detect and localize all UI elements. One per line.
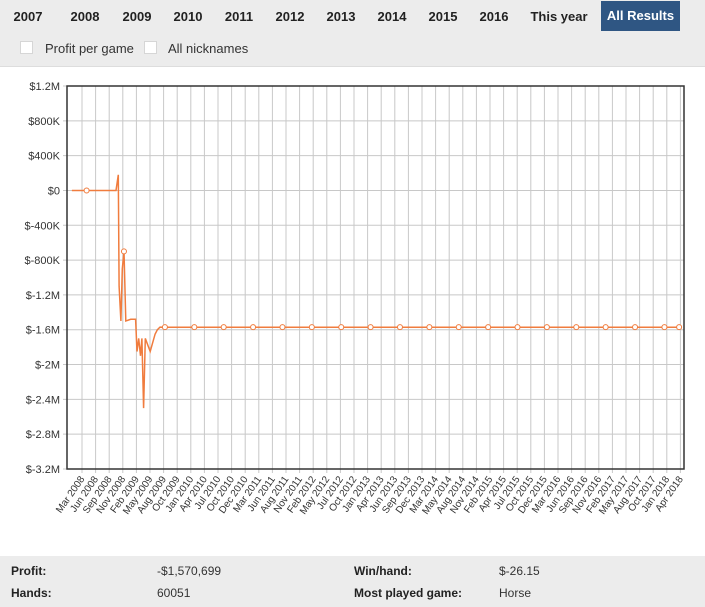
- y-tick-label: $-400K: [25, 220, 61, 232]
- y-tick-label: $800K: [28, 116, 60, 128]
- y-tick-label: $-800K: [25, 255, 61, 267]
- y-tick-label: $-2.4M: [26, 394, 60, 406]
- profit-point: [543, 324, 550, 331]
- chart-options: Profit per game All nicknames: [0, 33, 705, 66]
- profit-point: [161, 324, 168, 331]
- profit-point: [83, 187, 90, 194]
- profit-point: [602, 324, 609, 331]
- profit-point: [338, 324, 345, 331]
- y-tick-label: $-1.2M: [26, 290, 60, 302]
- profit-point: [279, 324, 286, 331]
- all-nicknames-label[interactable]: All nicknames: [168, 41, 249, 56]
- y-tick-label: $-2.8M: [26, 429, 60, 441]
- profit-point: [632, 324, 639, 331]
- profit-point: [573, 324, 580, 331]
- most-played-game-value: Horse: [499, 586, 532, 600]
- tab-2009[interactable]: 2009: [122, 9, 152, 24]
- y-tick-label: $-3.2M: [26, 464, 60, 476]
- plot-frame: [66, 85, 685, 470]
- profit-value: -$1,570,699: [157, 564, 222, 578]
- y-tick-label: $1.2M: [29, 81, 60, 93]
- profit-point: [396, 324, 403, 331]
- tab-this-year[interactable]: This year: [530, 9, 588, 24]
- y-tick-label: $400K: [28, 151, 60, 163]
- y-tick-label: $-1.6M: [26, 325, 60, 337]
- tab-2011[interactable]: 2011: [224, 9, 254, 24]
- tab-2008[interactable]: 2008: [70, 9, 100, 24]
- profit-series-line: [71, 174, 680, 409]
- profit-point: [455, 324, 462, 331]
- y-tick-label: $-2M: [35, 360, 60, 372]
- all-nicknames-checkbox[interactable]: [144, 41, 157, 54]
- tab-2013[interactable]: 2013: [326, 9, 356, 24]
- stats-panel: Profit: -$1,570,699 Win/hand: $-26.15 Ha…: [0, 556, 705, 607]
- profit-point: [661, 324, 668, 331]
- profit-point: [426, 324, 433, 331]
- profit-label: Profit:: [11, 564, 47, 578]
- tab-2010[interactable]: 2010: [173, 9, 203, 24]
- profit-point: [485, 324, 492, 331]
- tab-2012[interactable]: 2012: [275, 9, 305, 24]
- win-per-hand-value: $-26.15: [499, 564, 540, 578]
- profit-point: [308, 324, 315, 331]
- tab-2007[interactable]: 2007: [13, 9, 43, 24]
- tab-2016[interactable]: 2016: [479, 9, 509, 24]
- win-per-hand-label: Win/hand:: [354, 564, 412, 578]
- most-played-game-label: Most played game:: [354, 586, 463, 600]
- plot-area: [67, 86, 684, 469]
- profit-per-game-label[interactable]: Profit per game: [45, 41, 134, 56]
- tab-2015[interactable]: 2015: [428, 9, 458, 24]
- profit-point: [220, 324, 227, 331]
- profit-point: [120, 248, 127, 255]
- hands-label: Hands:: [11, 586, 52, 600]
- profit-point: [191, 324, 198, 331]
- profit-per-game-checkbox[interactable]: [20, 41, 33, 54]
- profit-point: [676, 324, 683, 331]
- y-tick-label: $0: [48, 185, 60, 197]
- year-tab-bar: 2007 2008 2009 2010 2011 2012 2013 2014 …: [0, 0, 705, 33]
- tab-all-results[interactable]: All Results: [601, 1, 680, 31]
- profit-point: [250, 324, 257, 331]
- profit-chart-panel: Mar 2008 Jun 2008 Sep 2008 Nov 2008 Feb 2009…: [0, 66, 705, 549]
- tab-2014[interactable]: 2014: [377, 9, 407, 24]
- hands-value: 60051: [157, 586, 191, 600]
- profit-point: [514, 324, 521, 331]
- profit-point: [367, 324, 374, 331]
